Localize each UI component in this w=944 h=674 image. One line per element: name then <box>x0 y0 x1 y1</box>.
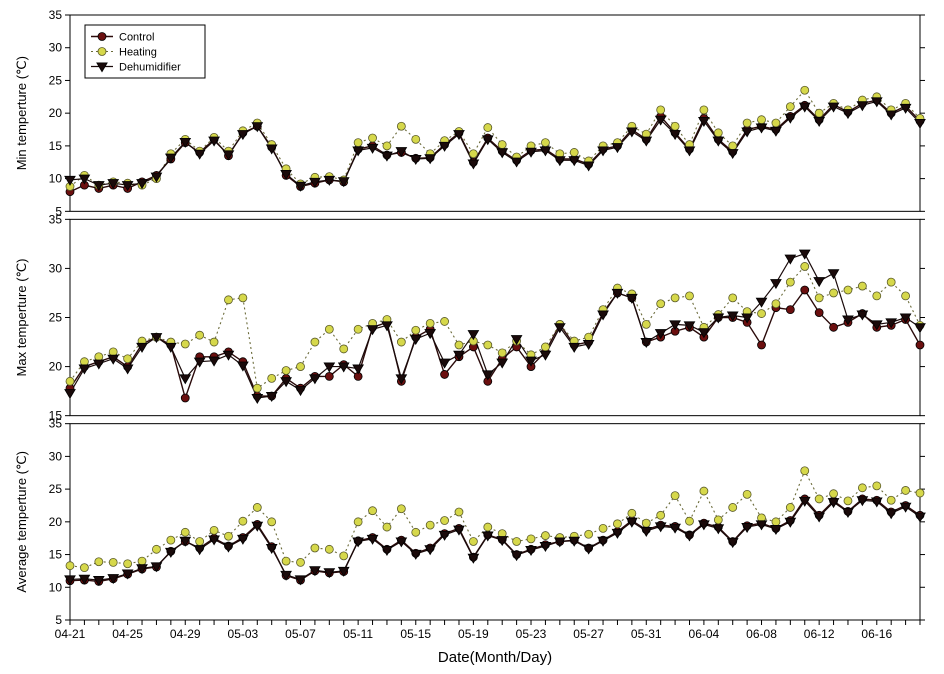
xtick-label: 06-12 <box>804 627 835 641</box>
temperature-chart: 5 10 15 20 25 30 35 Min temperture (℃) Control He… <box>0 0 944 674</box>
ytick-label: 35 <box>49 417 63 431</box>
ytick-label: 15 <box>49 139 63 153</box>
series-line-dehumidifier <box>70 254 920 398</box>
xtick-label: 05-27 <box>573 627 604 641</box>
xtick-label: 05-19 <box>458 627 489 641</box>
xtick-label: 06-16 <box>861 627 892 641</box>
ytick-label: 30 <box>49 261 63 275</box>
ytick-label: 30 <box>49 449 63 463</box>
ytick-label: 30 <box>49 41 63 55</box>
series-markers-dehumidifier <box>65 497 925 586</box>
ytick-label: 25 <box>49 311 63 325</box>
xtick-label: 05-07 <box>285 627 316 641</box>
legend: Control Heating Dehumidifier <box>85 25 205 78</box>
xtick-label: 05-11 <box>343 627 373 641</box>
ytick-label: 20 <box>49 106 63 120</box>
xtick-label: 04-21 <box>55 627 86 641</box>
ytick-label: 10 <box>49 172 63 186</box>
xtick-label: 05-31 <box>631 627 662 641</box>
ytick-label: 25 <box>49 73 63 87</box>
x-axis-label: Date(Month/Day) <box>438 649 552 666</box>
ytick-label: 35 <box>49 212 63 226</box>
ytick-label: 5 <box>55 613 62 627</box>
panel-avg: 5 10 15 20 25 30 35 Average temperture (℃) 04-21… <box>14 417 925 641</box>
ytick-label: 25 <box>49 482 63 496</box>
xtick-label: 05-15 <box>400 627 431 641</box>
xtick-label: 05-23 <box>516 627 547 641</box>
ytick-label: 15 <box>49 548 63 562</box>
panel-max: 1520253035Max temperture (℃) <box>14 212 925 422</box>
panel-min: 5101520253035Min temperture (℃)ControlHe… <box>14 8 925 218</box>
y-axis-label: Average temperture (℃) <box>14 451 29 593</box>
xtick-label: 05-03 <box>228 627 259 641</box>
ytick-label: 20 <box>49 515 63 529</box>
ytick-label: 10 <box>49 580 63 594</box>
series-markers-heating <box>66 86 924 190</box>
legend-label-control: Control <box>119 32 154 44</box>
y-axis-label: Max temperture (℃) <box>14 259 29 377</box>
legend-label-dehumidifier: Dehumidifier <box>119 62 181 74</box>
legend-label-heating: Heating <box>119 47 157 59</box>
ytick-label: 20 <box>49 360 63 374</box>
ytick-label: 35 <box>49 8 63 22</box>
xtick-label: 04-29 <box>170 627 201 641</box>
y-axis-label: Min temperture (℃) <box>14 56 29 170</box>
series-markers-dehumidifier <box>65 250 925 403</box>
xtick-label: 06-08 <box>746 627 777 641</box>
xtick-label: 06-04 <box>689 627 720 641</box>
series-markers-control <box>66 495 924 585</box>
xtick-label: 04-25 <box>112 627 143 641</box>
